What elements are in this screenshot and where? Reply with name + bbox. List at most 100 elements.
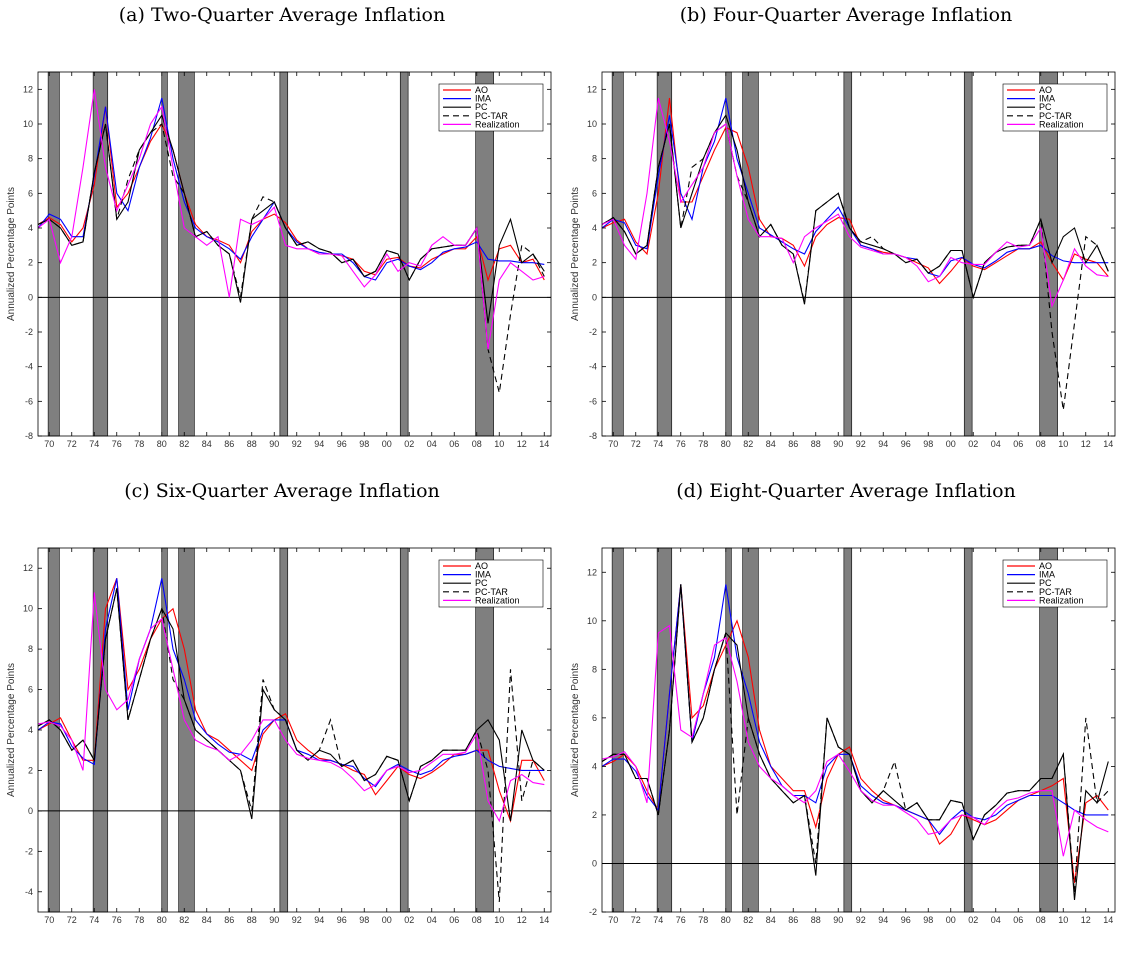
recession-bar <box>399 71 409 437</box>
series-line-realization <box>602 624 1109 857</box>
series-line-ima <box>602 97 1109 278</box>
y-tick-label: 0 <box>592 858 597 868</box>
y-tick-label: -4 <box>589 362 597 372</box>
recession-bar <box>742 547 759 913</box>
x-tick-label: 04 <box>991 915 1001 925</box>
x-tick-label: 96 <box>337 439 347 449</box>
x-tick-label: 14 <box>539 439 549 449</box>
recession-bar <box>279 71 289 437</box>
x-tick-label: 12 <box>1081 439 1091 449</box>
x-tick-label: 78 <box>698 439 708 449</box>
legend-label: Realization <box>1039 119 1084 129</box>
x-tick-label: 00 <box>382 439 392 449</box>
x-tick-label: 70 <box>608 915 618 925</box>
y-axis-label: Annualized Percentage Points <box>6 663 17 797</box>
y-tick-label: 10 <box>23 604 33 614</box>
x-tick-label: 98 <box>359 915 369 925</box>
x-tick-label: 84 <box>766 439 776 449</box>
x-tick-label: 98 <box>359 439 369 449</box>
y-tick-label: 10 <box>23 119 33 129</box>
y-axis-label: Annualized Percentage Points <box>570 187 581 321</box>
x-tick-label: 82 <box>179 439 189 449</box>
recession-bar <box>399 547 409 913</box>
panel-a: (a) Two-Quarter Average Inflation -8 -6 -4… <box>0 0 564 476</box>
plot-frame <box>601 547 1116 913</box>
x-tick-label: 14 <box>1103 439 1113 449</box>
series-line-pc <box>602 584 1109 900</box>
x-tick-label: 80 <box>157 439 167 449</box>
x-tick-label: 12 <box>517 915 527 925</box>
x-tick-label: 96 <box>901 439 911 449</box>
legend-label: PC-TAR <box>1039 587 1072 597</box>
y-tick-label: -2 <box>25 846 33 856</box>
recession-bar <box>742 71 759 437</box>
recession-bar <box>178 71 195 437</box>
y-tick-label: 2 <box>28 765 33 775</box>
x-tick-label: 74 <box>653 439 663 449</box>
x-tick-label: 06 <box>449 915 459 925</box>
y-tick-label: -8 <box>589 431 597 441</box>
x-tick-label: 76 <box>112 439 122 449</box>
y-tick-label: -2 <box>589 907 597 917</box>
series-line-pc <box>602 114 1109 305</box>
x-tick-label: 88 <box>247 439 257 449</box>
panel-title: (d) Eight-Quarter Average Inflation <box>676 480 1016 502</box>
y-tick-label: 8 <box>28 644 33 654</box>
x-tick-label: 14 <box>539 915 549 925</box>
x-tick-label: 08 <box>1036 439 1046 449</box>
x-tick-label: 86 <box>788 439 798 449</box>
y-tick-label: 0 <box>28 292 33 302</box>
x-tick-label: 86 <box>788 915 798 925</box>
x-tick-label: 06 <box>1013 915 1023 925</box>
recession-bar <box>279 547 289 913</box>
x-tick-label: 96 <box>901 915 911 925</box>
x-tick-label: 06 <box>1013 439 1023 449</box>
legend-label: IMA <box>1039 94 1055 104</box>
x-tick-label: 84 <box>766 915 776 925</box>
y-tick-label: 6 <box>28 188 33 198</box>
legend-label: Realization <box>475 119 520 129</box>
series-line-ao <box>38 578 545 824</box>
x-tick-label: 10 <box>494 915 504 925</box>
x-tick-label: 70 <box>44 915 54 925</box>
x-tick-label: 74 <box>89 915 99 925</box>
x-tick-label: 82 <box>179 915 189 925</box>
x-tick-label: 94 <box>878 439 888 449</box>
recession-bar <box>47 547 60 913</box>
panel-d: (d) Eight-Quarter Average Inflation -2 0 2… <box>564 476 1128 952</box>
x-tick-label: 90 <box>833 915 843 925</box>
x-tick-label: 94 <box>314 915 324 925</box>
recession-bar <box>611 71 624 437</box>
recession-bar <box>843 547 853 913</box>
series-line-pc-tar <box>38 123 545 393</box>
y-axis-label: Annualized Percentage Points <box>570 663 581 797</box>
panel-title: (c) Six-Quarter Average Inflation <box>124 480 440 502</box>
x-tick-label: 90 <box>833 439 843 449</box>
x-tick-label: 94 <box>314 439 324 449</box>
legend-label: AO <box>1039 561 1052 571</box>
legend-label: PC <box>1039 102 1052 112</box>
x-tick-label: 78 <box>134 915 144 925</box>
y-axis-label: Annualized Percentage Points <box>6 187 17 321</box>
series-line-realization <box>602 97 1109 308</box>
x-tick-label: 78 <box>134 439 144 449</box>
panel-title: (b) Four-Quarter Average Inflation <box>679 4 1013 26</box>
legend-label: AO <box>475 561 488 571</box>
x-tick-label: 02 <box>968 915 978 925</box>
y-tick-label: 12 <box>587 567 597 577</box>
legend-label: IMA <box>475 570 491 580</box>
x-tick-label: 88 <box>247 915 257 925</box>
x-tick-label: 84 <box>202 915 212 925</box>
y-tick-label: 12 <box>587 84 597 94</box>
x-tick-label: 72 <box>67 439 77 449</box>
legend-label: Realization <box>475 595 520 605</box>
y-tick-label: -2 <box>589 327 597 337</box>
y-tick-label: 0 <box>592 292 597 302</box>
series-line-ao <box>602 584 1109 883</box>
y-tick-label: 2 <box>592 258 597 268</box>
y-tick-label: -4 <box>25 362 33 372</box>
x-tick-label: 78 <box>698 915 708 925</box>
x-tick-label: 88 <box>811 439 821 449</box>
